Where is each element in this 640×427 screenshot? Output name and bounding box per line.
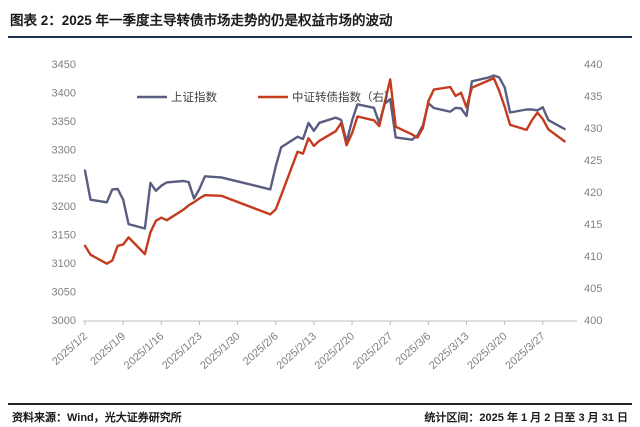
- x-axis-label: 2025/1/23: [160, 330, 204, 372]
- right-axis-label: 425: [584, 155, 602, 167]
- right-axis-label: 415: [584, 219, 602, 231]
- right-axis-label: 400: [584, 315, 602, 327]
- source-note: 资料来源：Wind，光大证券研究所: [12, 412, 182, 424]
- x-axis-label: 2025/1/16: [122, 330, 166, 372]
- x-axis-label: 2025/1/30: [198, 330, 242, 372]
- right-axis-label: 430: [584, 123, 602, 135]
- x-axis-label: 2025/2/27: [351, 330, 395, 372]
- chart-title: 图表 2：2025 年一季度主导转债市场走势的仍是权益市场的波动: [10, 13, 393, 28]
- left-axis-label: 3300: [52, 144, 76, 156]
- title-rule: [8, 36, 632, 38]
- left-axis-label: 3150: [52, 230, 76, 242]
- x-axis-label: 2025/3/13: [427, 330, 471, 372]
- right-axis-label: 405: [584, 283, 602, 295]
- right-axis-label: 410: [584, 251, 602, 263]
- left-axis-label: 3450: [52, 59, 76, 71]
- right-axis-label: 440: [584, 59, 602, 71]
- left-axis-label: 3250: [52, 173, 76, 185]
- left-axis-label: 3100: [52, 258, 76, 270]
- x-axis-label: 2025/2/13: [275, 330, 319, 372]
- period-note: 统计区间：2025 年 1 月 2 日至 3 月 31 日: [424, 412, 628, 424]
- left-axis-label: 3200: [52, 201, 76, 213]
- x-axis-label: 2025/3/27: [503, 330, 547, 372]
- left-axis-label: 3350: [52, 116, 76, 128]
- right-axis-label: 420: [584, 187, 602, 199]
- left-axis-label: 3400: [52, 87, 76, 99]
- x-axis-label: 2025/3/20: [465, 330, 509, 372]
- right-axis-label: 435: [584, 91, 602, 103]
- left-axis-label: 3000: [52, 315, 76, 327]
- chart-footer: 资料来源：Wind，光大证券研究所 统计区间：2025 年 1 月 2 日至 3…: [12, 409, 628, 425]
- left-axis-label: 3050: [52, 287, 76, 299]
- footer-rule: [8, 403, 632, 405]
- series-cb-line: [83, 76, 566, 265]
- legend-label-cb: 中证转债指数（右）: [292, 90, 396, 104]
- x-axis-label: 2025/1/2: [50, 330, 90, 368]
- legend-label-sse: 上证指数: [171, 90, 217, 104]
- x-axis-label: 2025/2/20: [313, 330, 357, 372]
